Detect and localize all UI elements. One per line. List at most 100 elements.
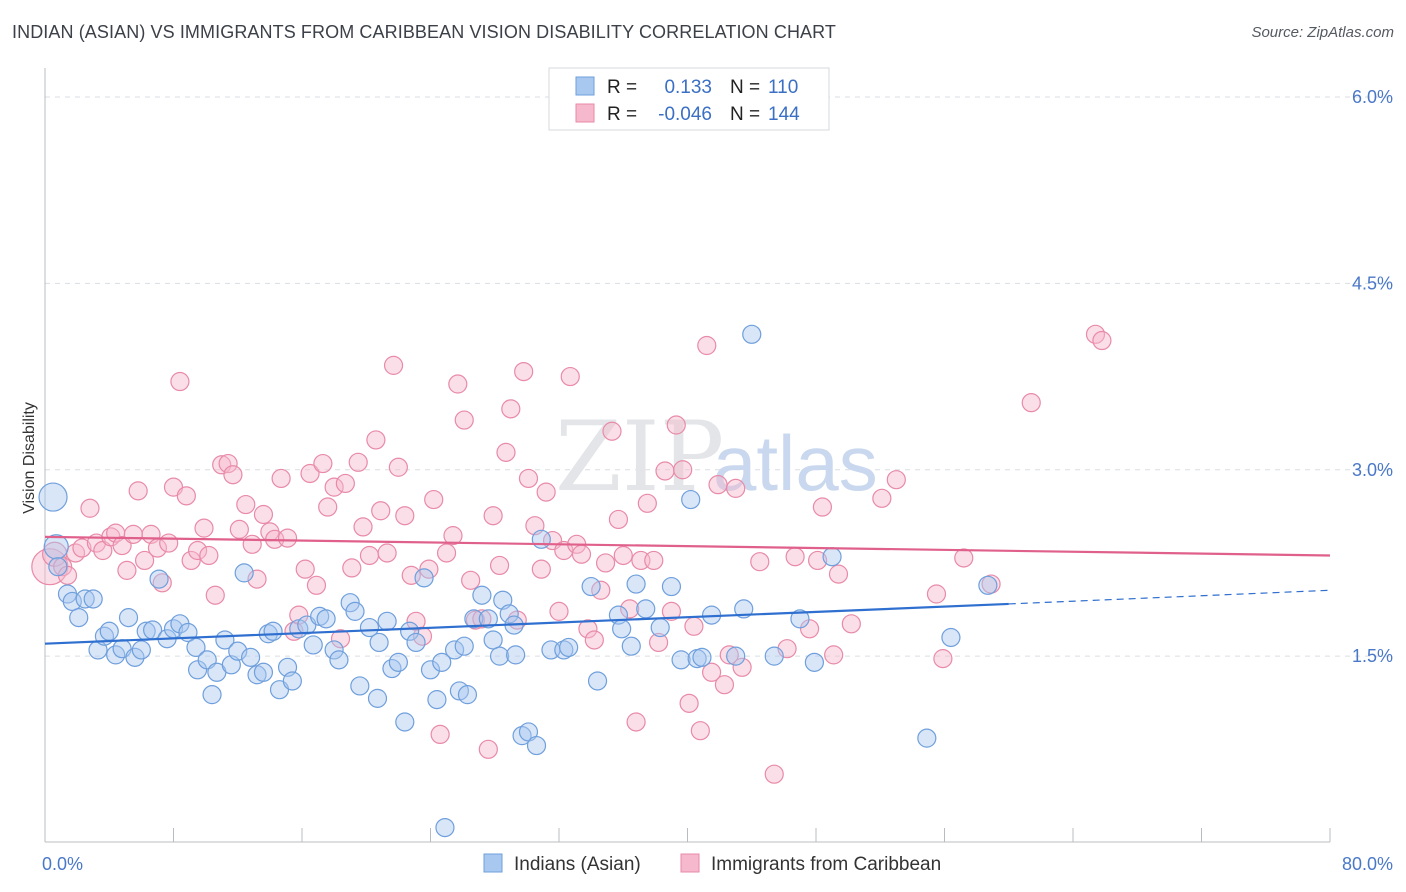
caribbean-point (655, 461, 675, 481)
caribbean-point (812, 497, 833, 517)
caribbean-point (496, 442, 516, 462)
x-tick-label-min: 0.0% (42, 854, 83, 874)
gridlines (45, 96, 1392, 657)
caribbean-point (679, 693, 699, 713)
caribbean-point (359, 545, 380, 566)
caribbean-point (229, 519, 249, 539)
legend-n-label-indian: N = (730, 77, 760, 98)
caribbean-point (714, 675, 735, 695)
indian-point (131, 640, 151, 660)
indian-point (395, 712, 415, 732)
trend-line-caribbean (44, 535, 1331, 557)
indian-point (531, 529, 551, 549)
caribbean-point (648, 632, 669, 653)
watermark-zip: ZIP (555, 401, 724, 513)
caribbean-point (571, 544, 592, 564)
bottom-legend-swatch-indian (483, 853, 503, 873)
caribbean-point (187, 540, 208, 561)
caribbean-point (318, 497, 338, 517)
caribbean-point (199, 545, 219, 566)
indian-point (472, 585, 492, 605)
caribbean-point (371, 501, 391, 521)
indian-point (457, 685, 478, 705)
caribbean-point (673, 460, 693, 480)
caribbean-point (72, 538, 92, 558)
y-tick-label-0: 1.5% (1352, 646, 1393, 666)
indian-point (340, 593, 360, 613)
indian-point (187, 660, 208, 680)
legend-n-label-caribbean: N = (730, 104, 760, 125)
caribbean-point (750, 552, 770, 572)
caribbean-point (841, 614, 861, 634)
indian-point (125, 647, 145, 667)
bottom-legend-label-indian: Indians (Asian) (514, 854, 641, 875)
caribbean-point (152, 573, 172, 593)
indian-point (764, 646, 784, 666)
caribbean-point (295, 559, 315, 579)
caribbean-point (886, 470, 906, 490)
caribbean-point (926, 584, 947, 604)
caribbean-point (395, 506, 415, 526)
caribbean-point (483, 506, 503, 526)
caribbean-point (684, 616, 704, 636)
caribbean-point (549, 601, 569, 621)
caribbean-point (324, 477, 344, 497)
indian-point (734, 599, 754, 619)
indian-point (681, 489, 701, 510)
caribbean-point (726, 478, 746, 498)
indian-point (234, 563, 254, 583)
caribbean-point (1021, 393, 1041, 413)
y-tick-label-3: 6.0% (1352, 87, 1393, 107)
indian-point (316, 609, 336, 629)
caribbean-point (644, 550, 664, 571)
indian-point (444, 640, 465, 660)
watermark-atlas: atlas (713, 419, 878, 507)
caribbean-point (584, 630, 604, 650)
indian-point (454, 636, 474, 656)
indian-point (692, 647, 712, 667)
caribbean-point (170, 371, 190, 392)
caribbean-point (53, 557, 73, 577)
trend-line-indian-extension (1008, 589, 1331, 605)
caribbean-point (342, 558, 362, 578)
caribbean-point (461, 570, 481, 590)
caribbean-point (223, 465, 243, 485)
indian-point (432, 652, 452, 672)
legend-r-value-caribbean: -0.046 (658, 104, 712, 125)
caribbean-point (388, 457, 408, 477)
legend-n-value-caribbean: 144 (768, 104, 800, 125)
legend-swatch-caribbean (575, 103, 595, 123)
watermark: ZIP atlas (555, 401, 878, 513)
caribbean-point (181, 550, 201, 571)
legend-n-value-indian: 110 (768, 77, 798, 98)
caribbean-point (443, 526, 463, 546)
tick-labels: 1.5% 3.0% 4.5% 6.0% 0.0% 80.0% (42, 87, 1393, 874)
indian-point (636, 599, 656, 619)
caribbean-point (808, 550, 828, 571)
indian-point (489, 646, 510, 666)
y-axis-label: Vision Disability (21, 402, 38, 514)
indian-point (149, 569, 169, 589)
caribbean-point (117, 560, 137, 580)
caribbean-point (377, 543, 397, 563)
indian-point (621, 636, 641, 656)
indian-point (202, 685, 222, 705)
caribbean-point (366, 430, 386, 450)
caribbean-point (708, 475, 728, 495)
caribbean-point (448, 374, 468, 394)
axes (44, 68, 1331, 843)
caribbean-point (697, 335, 717, 356)
indian-point (478, 609, 498, 629)
indian-point (69, 608, 89, 628)
caribbean-point (430, 724, 450, 745)
indian-point (43, 534, 69, 560)
caribbean-point (424, 489, 444, 510)
caribbean-point (514, 361, 534, 382)
indian-point (804, 652, 824, 672)
caribbean-point (242, 534, 262, 554)
caribbean-point (353, 517, 373, 537)
caribbean-point (602, 421, 622, 441)
indian-point (526, 735, 547, 756)
caribbean-point (472, 609, 492, 629)
legend-r-value-indian: 0.133 (664, 77, 712, 98)
